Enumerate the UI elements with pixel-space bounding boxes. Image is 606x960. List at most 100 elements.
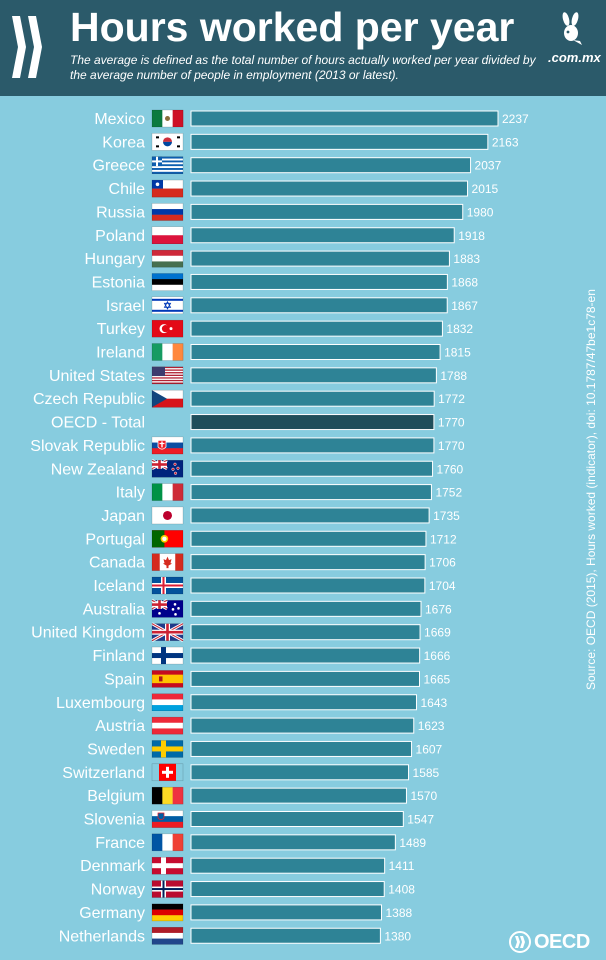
bar-united-states bbox=[190, 367, 437, 384]
bar-chile bbox=[190, 180, 469, 197]
category-label-germany: Germany bbox=[79, 905, 145, 922]
category-label-russia: Russia bbox=[96, 204, 145, 221]
sweden-flag-icon bbox=[151, 740, 184, 758]
bar-russia bbox=[190, 203, 464, 220]
category-label-belgium: Belgium bbox=[87, 788, 145, 805]
value-label-hungary: 1883 bbox=[453, 252, 480, 266]
bar-switzerland bbox=[190, 764, 410, 781]
category-label-korea: Korea bbox=[102, 134, 145, 151]
bar-netherlands bbox=[190, 927, 381, 944]
value-label-belgium: 1570 bbox=[410, 789, 437, 803]
category-label-israel: Israel bbox=[106, 298, 145, 315]
value-label-spain: 1665 bbox=[424, 672, 451, 686]
chart-subtitle: The average is defined as the total numb… bbox=[70, 53, 536, 82]
chart-title: Hours worked per year bbox=[70, 4, 515, 50]
bar-japan bbox=[190, 507, 430, 524]
value-label-slovenia: 1547 bbox=[407, 813, 434, 827]
bar-canada bbox=[190, 554, 426, 571]
category-label-australia: Australia bbox=[83, 601, 145, 618]
ireland-flag-icon bbox=[151, 343, 184, 361]
germany-flag-icon bbox=[151, 903, 184, 922]
bar-iceland bbox=[190, 577, 426, 594]
value-label-luxembourg: 1643 bbox=[420, 696, 447, 710]
value-label-new-zealand: 1760 bbox=[437, 462, 464, 476]
finland-flag-icon bbox=[151, 646, 184, 665]
value-label-iceland: 1704 bbox=[429, 579, 456, 593]
bar-portugal bbox=[190, 530, 427, 547]
category-label-switzerland: Switzerland bbox=[62, 765, 145, 782]
bar-estonia bbox=[190, 273, 448, 290]
value-label-australia: 1676 bbox=[425, 602, 452, 616]
bar-denmark bbox=[190, 857, 386, 874]
hungary-flag-icon bbox=[151, 249, 184, 268]
value-label-france: 1489 bbox=[399, 836, 426, 850]
value-label-united-kingdom: 1669 bbox=[424, 626, 451, 640]
bar-greece bbox=[190, 157, 472, 174]
category-label-czech-republic: Czech Republic bbox=[33, 391, 145, 408]
bar-norway bbox=[190, 881, 385, 898]
korea-flag-icon bbox=[151, 133, 184, 151]
category-label-sweden: Sweden bbox=[87, 741, 145, 758]
bar-spain bbox=[190, 670, 420, 687]
value-label-germany: 1388 bbox=[385, 906, 412, 920]
category-label-slovenia: Slovenia bbox=[84, 812, 145, 829]
norway-flag-icon bbox=[151, 880, 184, 898]
iceland-flag-icon bbox=[151, 576, 184, 595]
united-states-flag-icon bbox=[151, 366, 184, 385]
value-label-israel: 1867 bbox=[451, 299, 478, 313]
oecd-chevrons-icon bbox=[12, 16, 42, 78]
category-label-chile: Chile bbox=[109, 181, 146, 198]
japan-flag-icon bbox=[151, 506, 184, 525]
bar-united-kingdom bbox=[190, 624, 421, 641]
canada-flag-icon bbox=[151, 553, 184, 571]
value-label-united-states: 1788 bbox=[440, 369, 467, 383]
italy-flag-icon bbox=[151, 483, 184, 501]
oecd-globe-icon bbox=[509, 931, 531, 953]
category-label-slovak-republic: Slovak Republic bbox=[30, 438, 145, 455]
category-label-spain: Spain bbox=[104, 671, 145, 688]
value-label-slovak-republic: 1770 bbox=[438, 439, 465, 453]
category-label-norway: Norway bbox=[91, 882, 145, 899]
value-label-russia: 1980 bbox=[467, 205, 494, 219]
oecd-logo-text: OECD bbox=[534, 931, 590, 953]
category-label-portugal: Portugal bbox=[85, 531, 145, 548]
bar-chart: Mexico 2237 Korea 2163 Greece 2037 Chile 2015 Ru… bbox=[30, 109, 529, 945]
mexico-flag-icon bbox=[151, 109, 184, 128]
category-label-poland: Poland bbox=[95, 228, 145, 245]
bunny-logo-icon bbox=[562, 12, 582, 45]
bar-new-zealand bbox=[190, 460, 434, 477]
category-label-france: France bbox=[95, 835, 145, 852]
category-label-hungary: Hungary bbox=[85, 251, 145, 268]
value-label-netherlands: 1380 bbox=[384, 929, 411, 943]
bar-belgium bbox=[190, 787, 407, 804]
estonia-flag-icon bbox=[151, 273, 184, 291]
bar-sweden bbox=[190, 740, 413, 757]
bar-ireland bbox=[190, 344, 441, 360]
israel-flag-icon bbox=[151, 296, 184, 315]
russia-flag-icon bbox=[151, 203, 184, 221]
austria-flag-icon bbox=[151, 716, 184, 735]
category-label-iceland: Iceland bbox=[93, 578, 145, 595]
united-kingdom-flag-icon bbox=[151, 622, 184, 643]
value-label-mexico: 2237 bbox=[502, 112, 529, 126]
bar-israel bbox=[190, 297, 448, 314]
turkey-flag-icon bbox=[151, 319, 184, 338]
value-label-chile: 2015 bbox=[472, 182, 499, 196]
bar-turkey bbox=[190, 320, 443, 337]
value-label-switzerland: 1585 bbox=[413, 766, 440, 780]
poland-flag-icon bbox=[151, 226, 184, 244]
source-note: Source: OECD (2015), Hours worked (indic… bbox=[584, 289, 598, 690]
bar-korea bbox=[190, 133, 489, 150]
value-label-norway: 1408 bbox=[388, 883, 415, 897]
category-label-mexico: Mexico bbox=[94, 111, 145, 128]
greece-flag-icon bbox=[151, 156, 184, 174]
spain-flag-icon bbox=[151, 670, 184, 688]
bar-slovenia bbox=[190, 811, 404, 827]
category-label-united-kingdom: United Kingdom bbox=[31, 625, 145, 642]
category-label-luxembourg: Luxembourg bbox=[56, 695, 145, 712]
portugal-flag-icon bbox=[151, 530, 184, 548]
category-label-netherlands: Netherlands bbox=[59, 928, 145, 945]
value-label-austria: 1623 bbox=[418, 719, 445, 733]
value-label-finland: 1666 bbox=[424, 649, 451, 663]
